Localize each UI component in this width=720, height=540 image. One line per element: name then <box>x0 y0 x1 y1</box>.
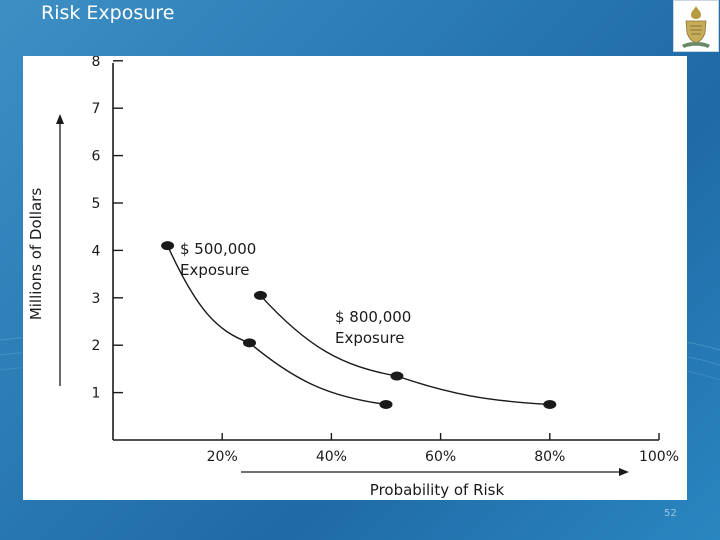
y-tick-label: 7 <box>92 101 101 117</box>
risk-exposure-chart: 1 2 3 4 5 6 7 8 20% 40% 60% 80% 100% Millions of Doll… <box>27 56 679 499</box>
data-point <box>379 399 393 409</box>
data-point <box>543 399 557 409</box>
y-axis-arrow-head <box>56 114 64 124</box>
series-label-word: Exposure <box>335 329 404 347</box>
data-point <box>253 290 267 300</box>
series-label-amount: $ 800,000 <box>335 308 411 326</box>
chart-panel: 1 2 3 4 5 6 7 8 20% 40% 60% 80% 100% Millions of Doll… <box>23 56 687 500</box>
y-tick-label: 8 <box>92 56 101 70</box>
y-tick-label: 2 <box>92 338 101 354</box>
series-label-word: Exposure <box>180 261 249 279</box>
y-tick-label: 3 <box>92 291 101 307</box>
x-axis-arrow-head <box>619 468 629 476</box>
y-tick-label: 4 <box>92 243 101 259</box>
y-axis-label: Millions of Dollars <box>27 188 45 321</box>
university-crest-icon <box>673 0 719 52</box>
page-number: 52 <box>664 508 677 519</box>
series-label-amount: $ 500,000 <box>180 240 256 258</box>
x-tick-label: 40% <box>316 449 347 465</box>
x-axis-label: Probability of Risk <box>370 481 505 499</box>
x-tick-label: 80% <box>534 449 565 465</box>
y-tick-label: 1 <box>92 386 101 402</box>
data-point <box>161 241 175 251</box>
data-point <box>390 371 404 381</box>
y-tick-label: 6 <box>92 149 101 165</box>
y-tick-label: 5 <box>92 196 101 212</box>
data-point <box>243 338 256 348</box>
x-tick-label: 20% <box>207 449 238 465</box>
slide-title: Risk Exposure <box>41 2 175 24</box>
x-tick-label: 60% <box>425 449 456 465</box>
x-tick-label: 100% <box>639 449 679 465</box>
